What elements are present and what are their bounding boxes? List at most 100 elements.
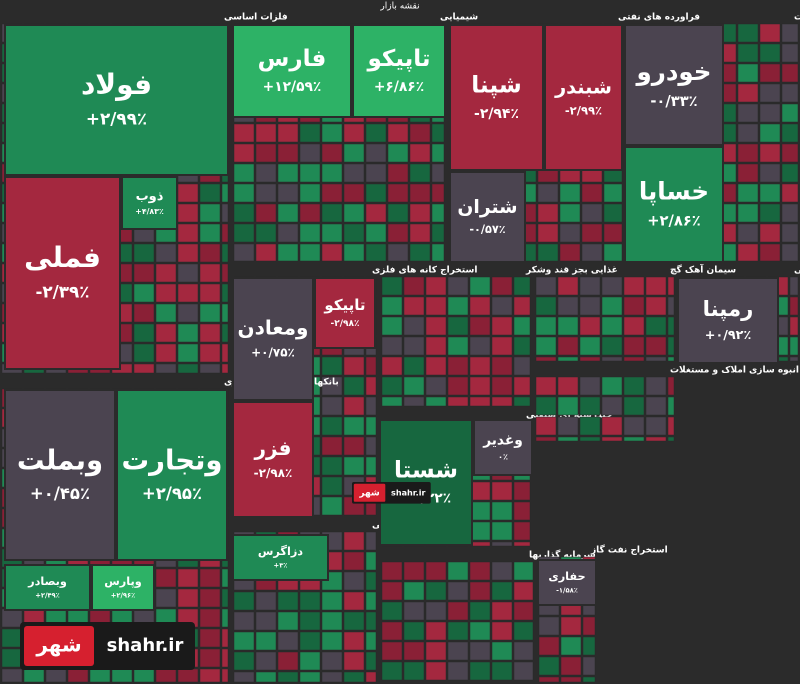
stock-tile[interactable] bbox=[667, 276, 675, 296]
stock-tile[interactable] bbox=[425, 641, 447, 661]
stock-tile[interactable] bbox=[343, 396, 365, 416]
stock-tile[interactable] bbox=[737, 63, 759, 83]
stock-tile[interactable] bbox=[403, 601, 425, 621]
stock-tile[interactable] bbox=[299, 591, 321, 611]
stock-tile[interactable] bbox=[343, 651, 365, 671]
stock-tile[interactable] bbox=[538, 676, 560, 683]
stock-tile[interactable] bbox=[277, 183, 299, 203]
stock-tile[interactable] bbox=[431, 223, 445, 243]
stock-tile[interactable] bbox=[469, 581, 491, 601]
stock-tile[interactable] bbox=[759, 123, 781, 143]
stock-tile[interactable] bbox=[491, 276, 513, 296]
stock-tile[interactable] bbox=[199, 668, 221, 683]
stock-tile[interactable] bbox=[789, 296, 799, 316]
stock-tile[interactable] bbox=[199, 203, 221, 223]
stock-tile[interactable] bbox=[277, 123, 299, 143]
stock-tile[interactable] bbox=[365, 631, 377, 651]
stock-tile[interactable] bbox=[199, 263, 221, 283]
stock-tile[interactable] bbox=[409, 163, 431, 183]
stock-tile[interactable] bbox=[582, 636, 596, 656]
stock-tile[interactable] bbox=[177, 323, 199, 343]
stock-tile[interactable] bbox=[781, 63, 799, 83]
stock-tile[interactable] bbox=[365, 123, 387, 143]
stock-tile[interactable] bbox=[601, 336, 623, 356]
stock-tile[interactable] bbox=[667, 356, 675, 362]
stock-tile[interactable] bbox=[601, 376, 623, 396]
stock-tile[interactable] bbox=[491, 541, 513, 547]
stock-tile[interactable] bbox=[232, 401, 314, 518]
stock-tile[interactable] bbox=[277, 651, 299, 671]
stock-tile[interactable] bbox=[557, 296, 579, 316]
stock-tile[interactable] bbox=[560, 656, 582, 676]
stock-tile[interactable] bbox=[469, 376, 491, 396]
stock-tile[interactable] bbox=[321, 163, 343, 183]
stock-tile[interactable] bbox=[447, 376, 469, 396]
stock-tile[interactable] bbox=[425, 601, 447, 621]
stock-tile[interactable] bbox=[255, 671, 277, 683]
stock-tile[interactable] bbox=[513, 561, 534, 581]
stock-tile[interactable] bbox=[177, 263, 199, 283]
stock-tile[interactable] bbox=[233, 203, 255, 223]
stock-tile[interactable] bbox=[233, 591, 255, 611]
stock-tile[interactable] bbox=[403, 396, 425, 407]
stock-tile[interactable] bbox=[232, 24, 352, 118]
stock-tile[interactable] bbox=[425, 661, 447, 681]
stock-tile[interactable] bbox=[299, 631, 321, 651]
stock-tile[interactable] bbox=[199, 343, 221, 363]
stock-tile[interactable] bbox=[365, 243, 387, 262]
stock-tile[interactable] bbox=[579, 436, 601, 442]
stock-tile[interactable] bbox=[381, 581, 403, 601]
stock-tile[interactable] bbox=[1, 668, 23, 683]
stock-tile[interactable] bbox=[645, 276, 667, 296]
stock-tile[interactable] bbox=[221, 203, 229, 223]
stock-tile[interactable] bbox=[535, 356, 557, 362]
stock-tile[interactable] bbox=[381, 621, 403, 641]
stock-tile[interactable] bbox=[343, 376, 365, 396]
stock-tile[interactable] bbox=[403, 276, 425, 296]
stock-tile[interactable] bbox=[155, 263, 177, 283]
stock-tile[interactable] bbox=[645, 396, 667, 416]
stock-tile[interactable] bbox=[624, 146, 724, 263]
stock-tile[interactable] bbox=[603, 203, 623, 223]
stock-tile[interactable] bbox=[232, 277, 314, 401]
stock-tile[interactable] bbox=[199, 323, 221, 343]
stock-tile[interactable] bbox=[431, 203, 445, 223]
stock-tile[interactable] bbox=[491, 481, 513, 501]
stock-tile[interactable] bbox=[645, 436, 667, 442]
stock-tile[interactable] bbox=[365, 456, 377, 476]
stock-tile[interactable] bbox=[365, 183, 387, 203]
stock-tile[interactable] bbox=[535, 336, 557, 356]
stock-tile[interactable] bbox=[403, 621, 425, 641]
stock-tile[interactable] bbox=[537, 183, 559, 203]
stock-tile[interactable] bbox=[537, 559, 597, 606]
stock-tile[interactable] bbox=[425, 376, 447, 396]
stock-tile[interactable] bbox=[4, 24, 229, 176]
stock-tile[interactable] bbox=[581, 243, 603, 262]
stock-tile[interactable] bbox=[111, 668, 133, 683]
stock-tile[interactable] bbox=[299, 183, 321, 203]
stock-tile[interactable] bbox=[321, 123, 343, 143]
stock-tile[interactable] bbox=[491, 396, 513, 407]
stock-tile[interactable] bbox=[447, 621, 469, 641]
stock-tile[interactable] bbox=[343, 436, 365, 456]
stock-tile[interactable] bbox=[537, 203, 559, 223]
stock-tile[interactable] bbox=[667, 416, 675, 436]
stock-tile[interactable] bbox=[781, 83, 799, 103]
stock-tile[interactable] bbox=[579, 296, 601, 316]
stock-tile[interactable] bbox=[221, 343, 229, 363]
stock-tile[interactable] bbox=[177, 668, 199, 683]
stock-tile[interactable] bbox=[255, 243, 277, 262]
stock-tile[interactable] bbox=[535, 376, 557, 396]
stock-tile[interactable] bbox=[781, 123, 799, 143]
stock-tile[interactable] bbox=[365, 611, 377, 631]
stock-tile[interactable] bbox=[277, 223, 299, 243]
stock-tile[interactable] bbox=[365, 203, 387, 223]
stock-tile[interactable] bbox=[277, 163, 299, 183]
stock-tile[interactable] bbox=[403, 641, 425, 661]
stock-tile[interactable] bbox=[343, 551, 365, 571]
stock-tile[interactable] bbox=[582, 656, 596, 676]
stock-tile[interactable] bbox=[89, 668, 111, 683]
stock-tile[interactable] bbox=[449, 171, 526, 263]
stock-tile[interactable] bbox=[538, 616, 560, 636]
stock-tile[interactable] bbox=[645, 416, 667, 436]
